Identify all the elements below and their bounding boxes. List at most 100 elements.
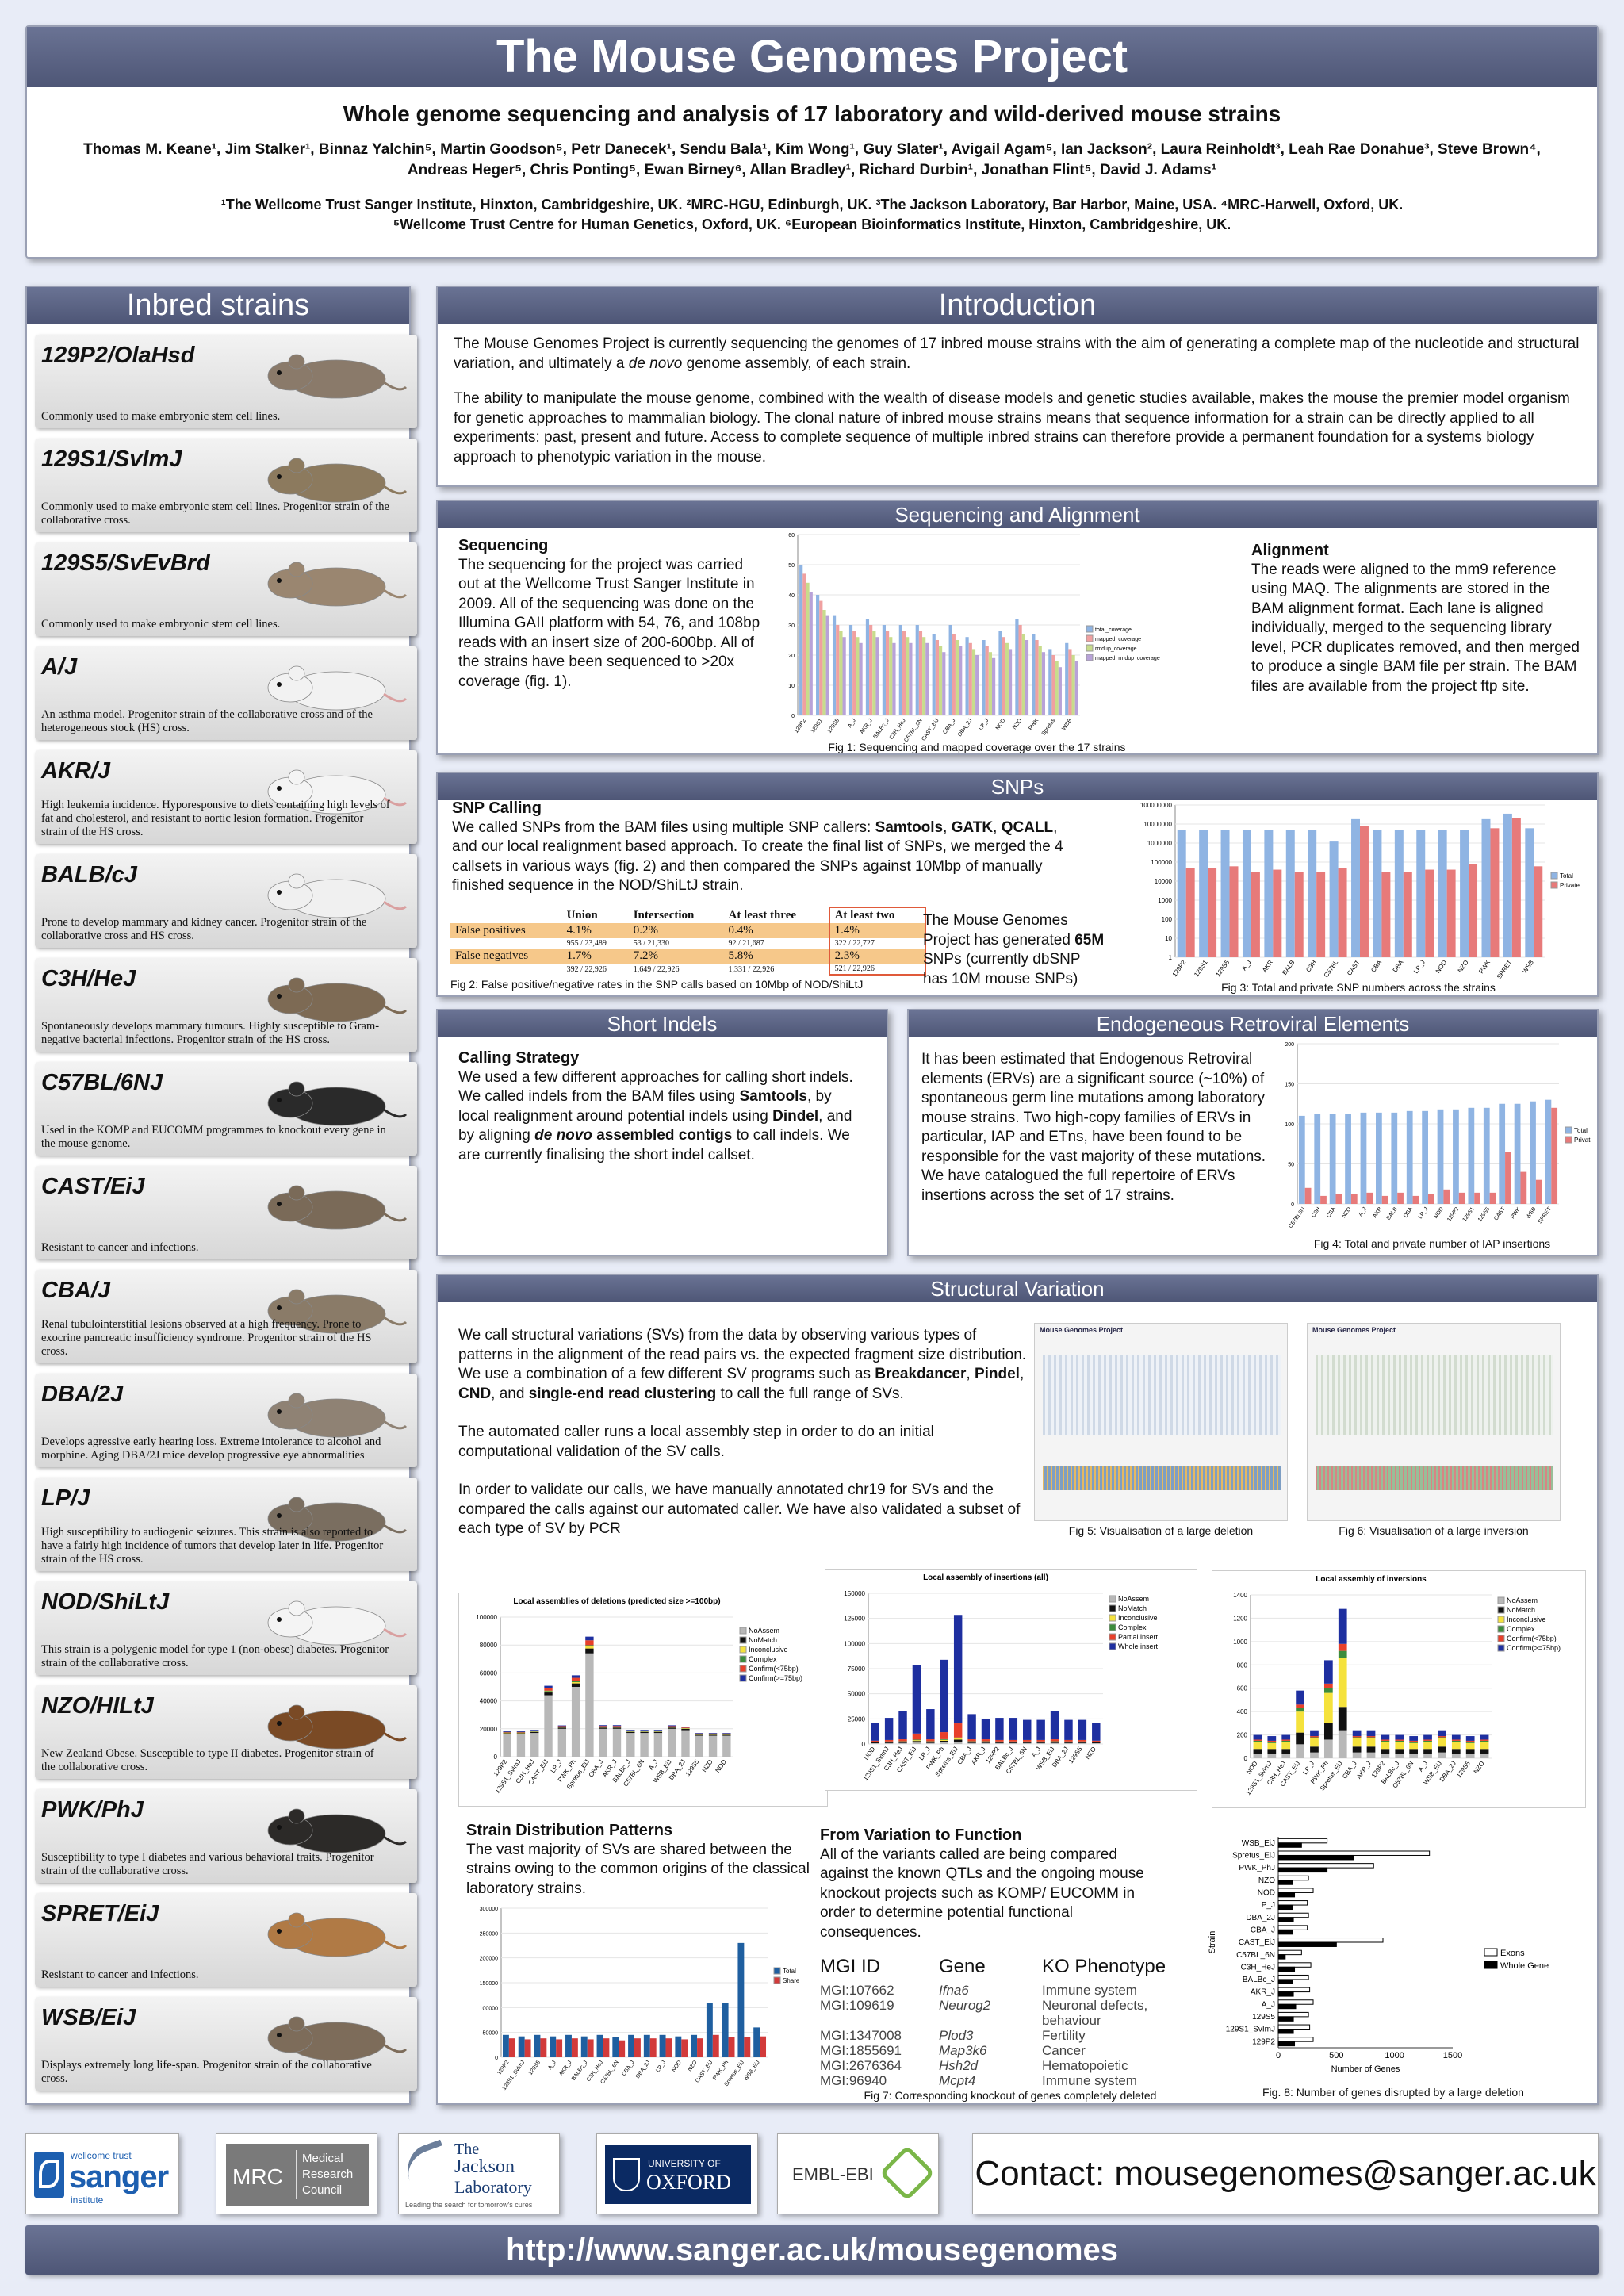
bar (995, 1718, 1004, 1740)
bar (1465, 1754, 1475, 1758)
distribution-block: Strain Distribution Patterns The vast ma… (466, 1821, 815, 1899)
sanger-logo[interactable]: wellcome trust sanger institute (25, 2133, 179, 2214)
mouse-tail (383, 1316, 408, 1326)
x-tick-label: 129P2 (496, 2060, 510, 2076)
fp-value: 4.1% (566, 924, 592, 937)
sequencing-text: The sequencing for the project was carri… (458, 556, 760, 690)
bar (737, 1942, 745, 2057)
oxford-logo[interactable]: UNIVERSITY OF OXFORD (596, 2133, 758, 2214)
bar (516, 1731, 526, 1733)
mouse-eye (277, 578, 282, 583)
snp-calling-block: SNP Calling We called SNPs from the BAM … (452, 799, 1086, 896)
bar (681, 1728, 690, 1729)
ko-row: MGI:96940 Mcpt4 Immune system (820, 2073, 1201, 2088)
snp-note-c: SNPs (currently dbSNP has 10M mouse SNPs… (923, 951, 1081, 987)
y-tick-label: 75000 (848, 1665, 866, 1673)
bar (1395, 1749, 1404, 1754)
x-tick-label: WSB (1061, 718, 1073, 731)
bar (1352, 1752, 1362, 1758)
bar (659, 2034, 666, 2057)
bar (626, 1731, 635, 1734)
legend-label: Private (1560, 882, 1580, 889)
bar (816, 595, 820, 715)
y-tick-label: 10 (1165, 935, 1172, 942)
bar (1048, 649, 1052, 715)
bar (516, 1734, 526, 1757)
bar (649, 2038, 657, 2057)
y-tick-label: 1000 (1233, 1639, 1247, 1646)
contact-email[interactable]: Contact: mousegenomes@sanger.ac.uk (975, 2154, 1596, 2193)
x-tick-label: 129S5 (1215, 959, 1231, 979)
snp-text-g: , and our local realignment based approa… (452, 818, 1063, 895)
jackson-logo-line-1: The (454, 2141, 480, 2158)
bar (667, 1727, 676, 1729)
bar (1381, 1754, 1390, 1758)
bar (1058, 667, 1062, 715)
y-tick-label: 50000 (483, 2031, 499, 2037)
mouse-ear (288, 873, 305, 889)
mrc-logo[interactable]: MRC Medical Research Council (216, 2133, 377, 2214)
bar (1078, 1742, 1087, 1744)
ko-cell: Plod3 (939, 2028, 974, 2043)
strain-name: LP/J (41, 1485, 90, 1511)
bar (1329, 1114, 1336, 1204)
bar (640, 1731, 649, 1734)
oxford-crest-icon (613, 2158, 640, 2191)
bar (959, 646, 963, 715)
jackson-lab-logo[interactable]: The Jackson Laboratory Leading the searc… (398, 2133, 560, 2214)
bar (1267, 1749, 1277, 1754)
fp-count: 955 / 23,489 (566, 939, 607, 948)
sv-text-d: Pindel (974, 1366, 1020, 1382)
bar (940, 1740, 948, 1742)
embl-ebi-logo[interactable]: EMBL-EBI (777, 2133, 939, 2214)
calling-strategy-heading: Calling Strategy (458, 1049, 580, 1067)
bar (869, 625, 873, 715)
x-tick-label: NZO (1341, 1206, 1353, 1220)
bar (1381, 1739, 1390, 1741)
legend-swatch (1550, 872, 1558, 880)
bar (530, 1733, 539, 1757)
bar (1381, 1749, 1390, 1754)
bar (612, 1727, 622, 1728)
mouse-photo-icon (267, 2016, 408, 2061)
footer-url-link[interactable]: http://www.sanger.ac.uk/mousegenomes (505, 2233, 1119, 2267)
strain-name: 129S5/SvEvBrd (41, 550, 210, 576)
x-tick-label: LP_J (979, 718, 990, 731)
bar (1277, 1842, 1302, 1848)
legend-label: mapped_rmdup_coverage (1095, 656, 1160, 661)
bar (1277, 2003, 1297, 2010)
bar (859, 642, 863, 715)
bar (1366, 1192, 1373, 1204)
snp-text-d: GATK (951, 818, 994, 836)
bar (691, 2034, 698, 2057)
strain-card: 129S5/SvEvBrd Commonly used to make embry… (35, 542, 417, 636)
bar (524, 2039, 531, 2057)
mouse-tail (383, 1939, 408, 1949)
bar (967, 1739, 976, 1742)
x-tick-label: AKR_J (860, 718, 874, 735)
bar (1490, 828, 1500, 957)
bar (1296, 1732, 1304, 1745)
x-tick-label: 129S5 (684, 1758, 701, 1778)
y-tick-label: 30 (788, 623, 795, 629)
x-tick-label: SPRET (1538, 1206, 1553, 1225)
bar (1437, 1109, 1444, 1204)
bar (585, 1636, 594, 1641)
y-tick-label: NOD (1258, 1889, 1275, 1898)
bar (1023, 1719, 1032, 1740)
bar (799, 565, 803, 715)
sv-text-block: We call structural variations (SVs) from… (458, 1326, 1029, 1539)
y-tick-label: C3H_HeJ (1241, 1963, 1275, 1972)
mouse-eye (277, 786, 282, 791)
legend-swatch (1109, 1642, 1116, 1650)
bar (599, 1727, 607, 1729)
ko-cell: Cancer (1042, 2043, 1086, 2058)
bar (995, 1742, 1004, 1744)
legend-label: rmdup_coverage (1095, 646, 1137, 652)
x-tick-label: 129P2 (794, 718, 807, 734)
mouse-ear (288, 1600, 305, 1616)
distribution-text: The vast majority of SVs are shared betw… (466, 1841, 810, 1897)
strain-card: BALB/cJ Prone to develop mammary and kidn… (35, 854, 417, 948)
bar (898, 625, 902, 715)
x-tick-label: DBA (1392, 958, 1405, 973)
